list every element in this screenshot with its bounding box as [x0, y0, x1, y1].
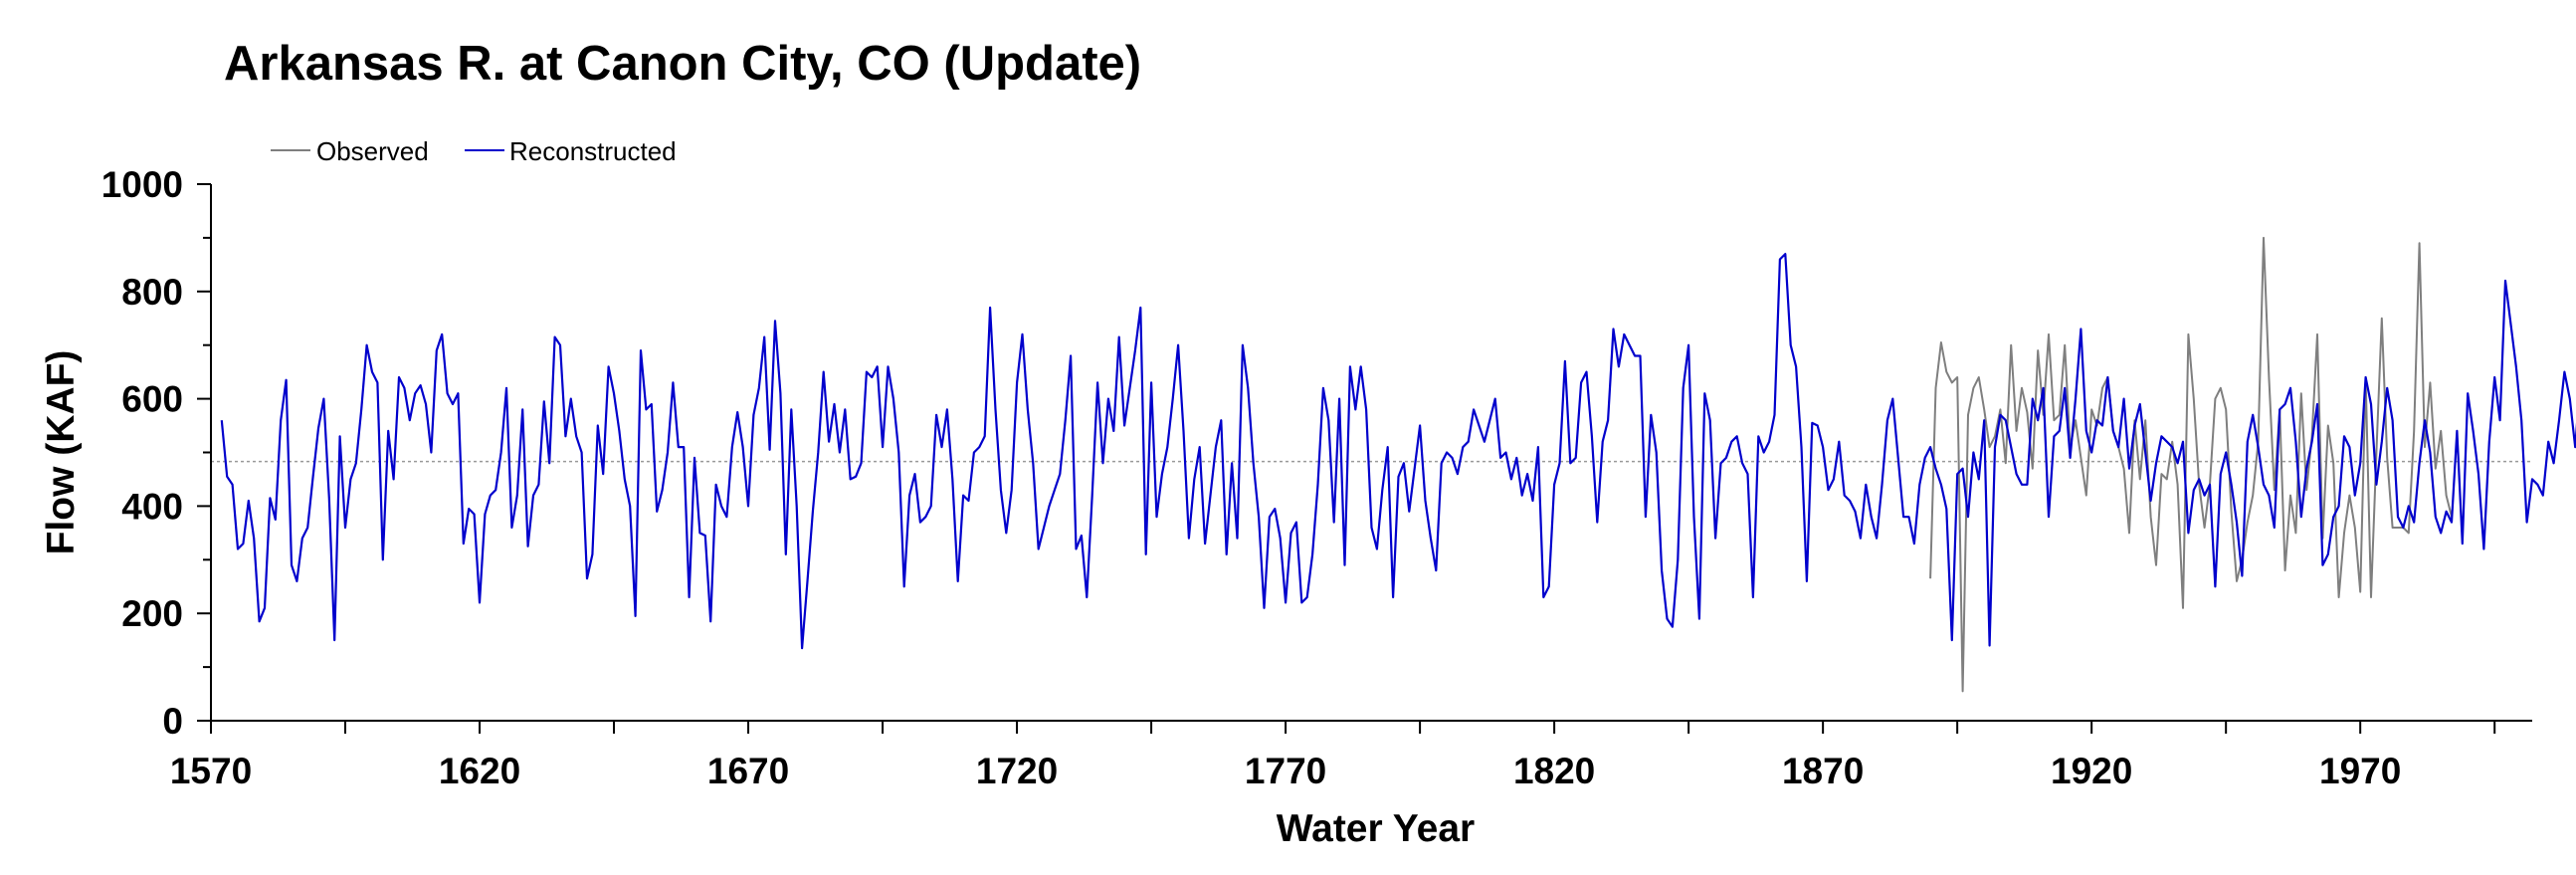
y-tick-label: 800 — [121, 272, 183, 313]
x-tick-label: 1920 — [2051, 751, 2132, 791]
y-tick-label: 1000 — [101, 164, 183, 205]
y-tick-label: 200 — [121, 593, 183, 634]
legend: Observed Reconstructed — [271, 136, 677, 166]
x-tick-label: 1970 — [2319, 751, 2401, 791]
x-tick-label: 1870 — [1782, 751, 1864, 791]
series-line-reconstructed — [220, 253, 2576, 650]
legend-label-observed: Observed — [316, 136, 429, 166]
axes: 0 200 400 600 800 1000 1570 1620 1670 1720 1770 18… — [101, 164, 2532, 791]
x-tick-label: 1620 — [439, 751, 520, 791]
y-tick-label: 400 — [121, 486, 183, 527]
x-tick-label: 1820 — [1513, 751, 1595, 791]
x-axis-title: Water Year — [1277, 807, 1475, 850]
y-tick-label: 600 — [121, 379, 183, 420]
chart-title: Arkansas R. at Canon City, CO (Update) — [224, 37, 1141, 91]
y-axis-title: Flow (KAF) — [40, 350, 83, 555]
x-tick-label: 1770 — [1245, 751, 1326, 791]
x-tick-label: 1720 — [976, 751, 1058, 791]
x-tick-label: 1670 — [707, 751, 789, 791]
y-tick-label: 0 — [162, 701, 183, 742]
series-line-observed — [1929, 236, 2453, 693]
x-tick-label: 1570 — [170, 751, 252, 791]
plot-area — [211, 236, 2576, 693]
legend-label-reconstructed: Reconstructed — [509, 136, 677, 166]
